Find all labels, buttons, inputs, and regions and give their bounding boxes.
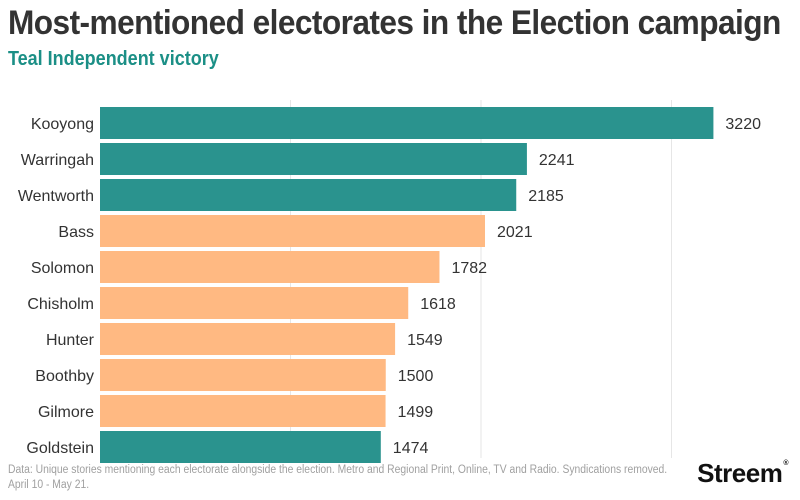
bar-boothby [100, 359, 386, 391]
value-label-bass: 2021 [497, 224, 533, 241]
category-label-wentworth: Wentworth [18, 188, 94, 205]
bar-warringah [100, 143, 527, 175]
bar-hunter [100, 323, 396, 355]
value-label-wentworth: 2185 [528, 188, 564, 205]
category-label-chisholm: Chisholm [27, 296, 94, 313]
category-label-warringah: Warringah [21, 152, 94, 169]
category-label-goldstein: Goldstein [26, 440, 94, 457]
bar-bass [100, 215, 486, 247]
category-label-boothby: Boothby [35, 368, 94, 385]
bar-kooyong [100, 107, 714, 139]
category-label-bass: Bass [58, 224, 94, 241]
category-label-kooyong: Kooyong [31, 116, 94, 133]
category-label-solomon: Solomon [31, 260, 94, 277]
category-label-hunter: Hunter [46, 332, 95, 349]
brand-name: Streem [697, 458, 783, 488]
bar-wentworth [100, 179, 517, 211]
value-label-hunter: 1549 [407, 332, 443, 349]
source-note: Data: Unique stories mentioning each ele… [8, 463, 667, 493]
value-label-boothby: 1500 [398, 368, 434, 385]
category-labels: Kooyong Warringah Wentworth Bass Solomon Chis… [18, 116, 95, 457]
value-label-warringah: 2241 [539, 152, 575, 169]
category-label-gilmore: Gilmore [38, 404, 94, 421]
value-label-chisholm: 1618 [420, 296, 456, 313]
streem-logo: Streem® [697, 458, 788, 489]
value-labels: 3220 2241 2185 2021 1782 1618 1549 1500 1499 1474 [393, 116, 761, 457]
registered-mark: ® [783, 460, 788, 467]
value-label-solomon: 1782 [451, 260, 487, 277]
bar-goldstein [100, 431, 381, 463]
value-label-gilmore: 1499 [398, 404, 434, 421]
value-label-goldstein: 1474 [393, 440, 429, 457]
bar-gilmore [100, 395, 386, 427]
bar-chisholm [100, 287, 409, 319]
source-note-line2: April 10 - May 21. [8, 479, 90, 491]
source-note-line1: Data: Unique stories mentioning each ele… [8, 464, 668, 476]
bars [100, 107, 714, 463]
bar-solomon [100, 251, 440, 283]
chart-subtitle: Teal Independent victory [8, 48, 219, 70]
chart-title: Most-mentioned electorates in the Electi… [8, 4, 781, 42]
value-label-kooyong: 3220 [725, 116, 761, 133]
